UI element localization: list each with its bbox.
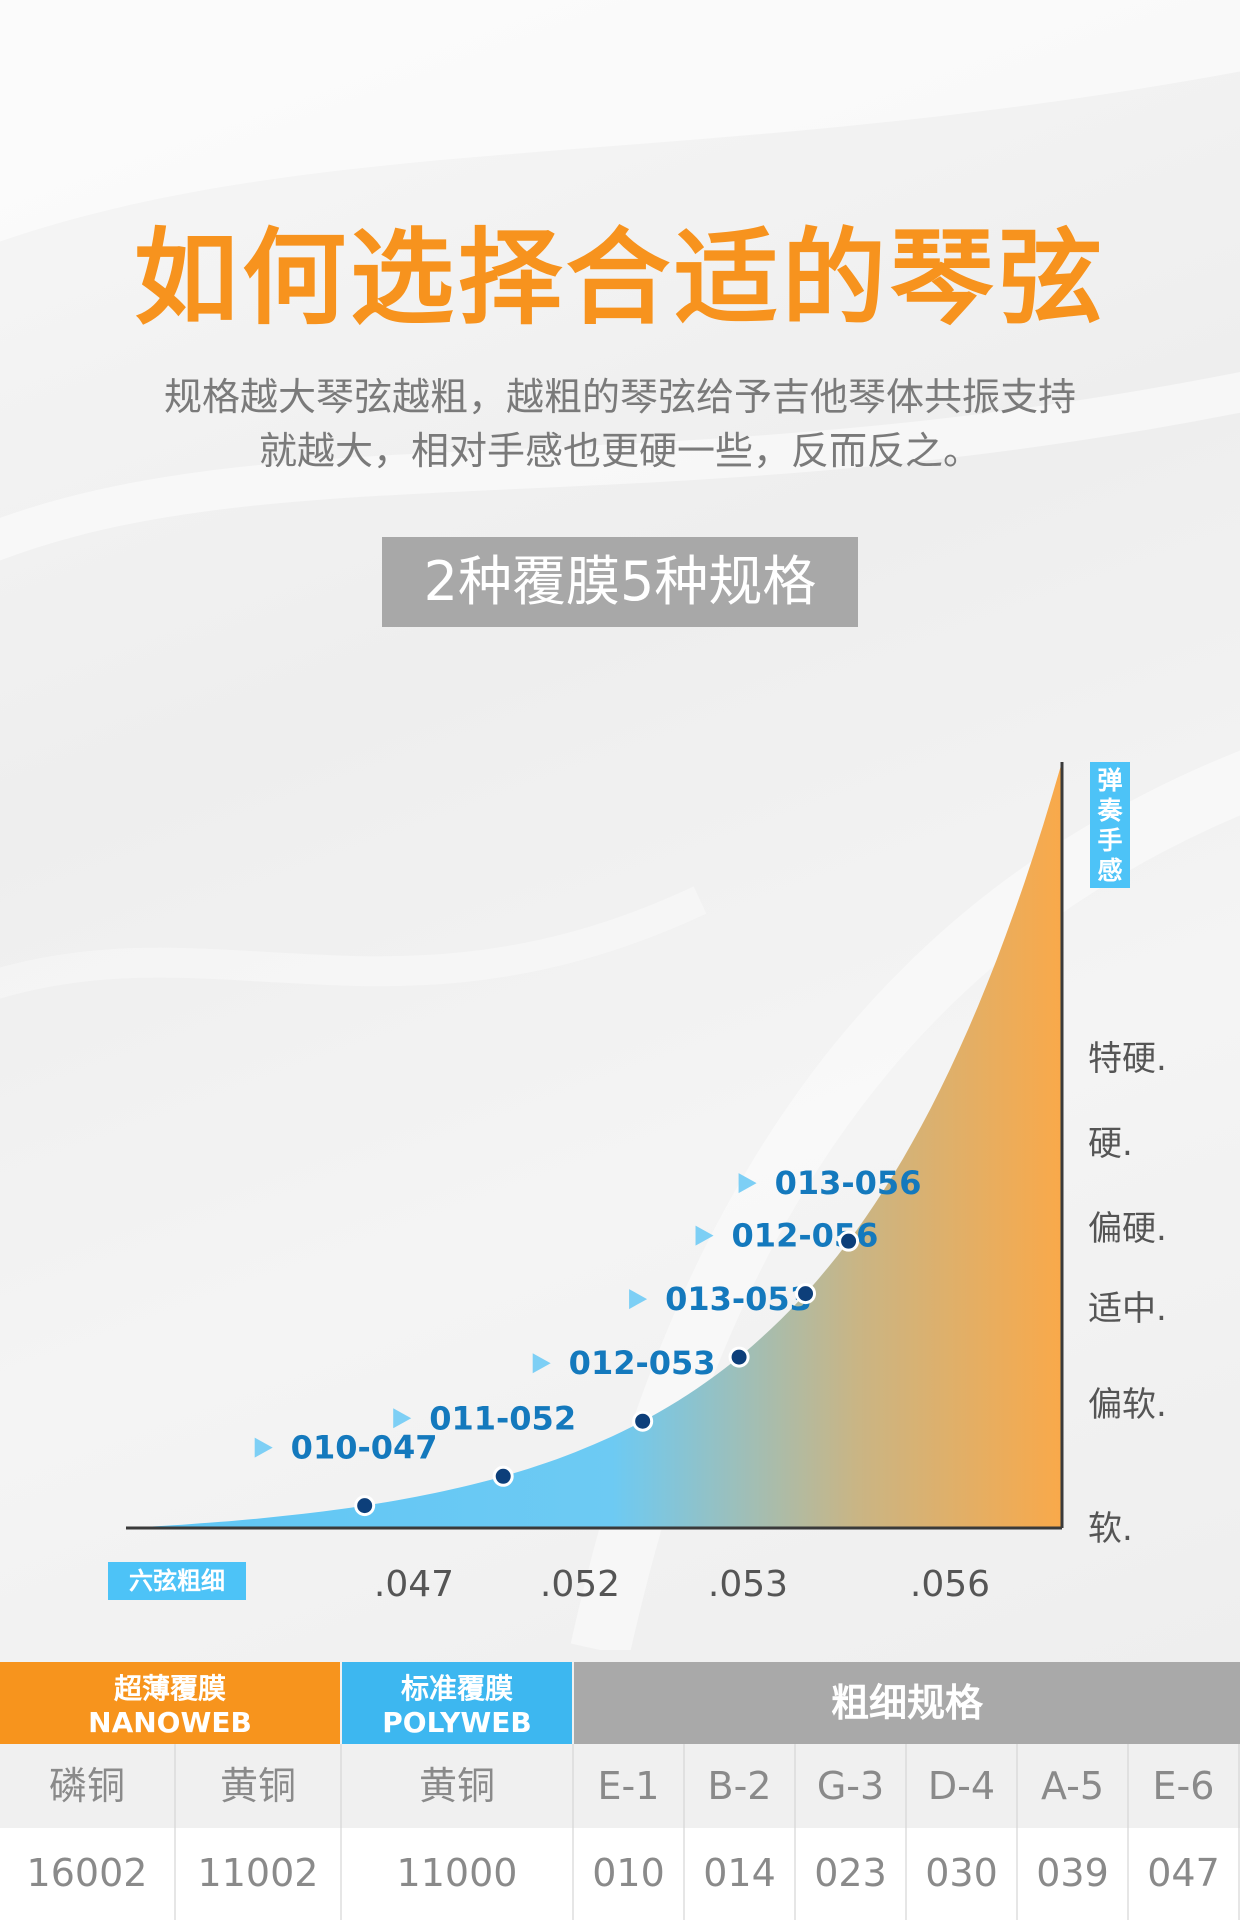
gauge-cell: 039 [1018, 1828, 1129, 1920]
point-label: 010-047 [291, 1429, 438, 1467]
point-label: 013-053 [665, 1280, 812, 1318]
point-arrow-icon [738, 1173, 757, 1194]
description-line-1: 规格越大琴弦越粗，越粗的琴弦给予吉他琴体共振支持 [163, 375, 1076, 419]
y-axis-label-text: 弹奏手感 [1097, 766, 1123, 885]
gauge-cell: 047 [1129, 1828, 1240, 1920]
data-point [632, 1410, 654, 1432]
material-cell: 黄铜 [176, 1744, 342, 1828]
material-cell: 磷铜 [0, 1744, 176, 1828]
string-name-cell: D-4 [907, 1744, 1018, 1828]
gauge-cell: 010 [574, 1828, 685, 1920]
x-axis-label: 六弦粗细 [108, 1562, 246, 1600]
string-name-cell: A-5 [1018, 1744, 1129, 1828]
spec-table: 超薄覆膜 NANOWEB 标准覆膜 POLYWEB 粗细规格 磷铜 黄铜 黄铜 160… [0, 1662, 1240, 1920]
spec-badge: 2种覆膜5种规格 [382, 537, 858, 627]
y-category-label: 偏软. [1088, 1385, 1167, 1425]
data-point [795, 1283, 817, 1305]
data-point [728, 1346, 750, 1368]
code-cell: 16002 [0, 1828, 176, 1920]
point-arrow-icon [254, 1437, 273, 1458]
nanoweb-header-en: NANOWEB [88, 1706, 252, 1739]
data-point [354, 1495, 376, 1517]
point-label: 012-053 [569, 1344, 716, 1382]
page-title: 如何选择合适的琴弦 [133, 217, 1106, 339]
code-cell: 11000 [342, 1828, 574, 1920]
point-label: 011-052 [429, 1399, 576, 1437]
gauge-cell: 023 [796, 1828, 907, 1920]
nanoweb-header: 超薄覆膜 NANOWEB [0, 1662, 340, 1744]
code-cell: 11002 [176, 1828, 342, 1920]
string-name-cell: E-6 [1129, 1744, 1240, 1828]
curve-area [126, 762, 1062, 1528]
chart-svg: 软. 偏软. 适中. 偏硬. 硬. 特硬. .047 .052 .053 .056 010-04… [126, 762, 1167, 1605]
data-point [838, 1230, 860, 1252]
polyweb-header-en: POLYWEB [382, 1706, 532, 1739]
x-tick-label: .053 [708, 1564, 788, 1605]
gauge-cell: 014 [685, 1828, 796, 1920]
polyweb-header: 标准覆膜 POLYWEB [342, 1662, 572, 1744]
point-arrow-icon [695, 1225, 714, 1246]
material-cell: 黄铜 [342, 1744, 574, 1828]
gauge-cell: 030 [907, 1828, 1018, 1920]
y-category-label: 软. [1088, 1509, 1133, 1549]
nanoweb-header-cn: 超薄覆膜 [113, 1672, 226, 1705]
description: 规格越大琴弦越粗，越粗的琴弦给予吉他琴体共振支持 就越大，相对手感也更硬一些，反… [80, 370, 1160, 478]
x-tick-label: .056 [910, 1564, 990, 1605]
point-label: 013-056 [775, 1164, 922, 1202]
spec-header: 粗细规格 [574, 1662, 1240, 1744]
x-tick-label: .047 [374, 1564, 454, 1605]
point-arrow-icon [393, 1408, 412, 1429]
y-category-label: 适中. [1088, 1289, 1167, 1329]
point-arrow-icon [532, 1353, 551, 1374]
feel-chart: 软. 偏软. 适中. 偏硬. 硬. 特硬. .047 .052 .053 .056 010-04… [0, 740, 1240, 1620]
data-point [492, 1465, 514, 1487]
y-axis-label: 弹奏手感 [1090, 762, 1130, 888]
polyweb-header-cn: 标准覆膜 [400, 1672, 513, 1705]
y-category-label: 硬. [1088, 1124, 1133, 1164]
point-arrow-icon [629, 1289, 648, 1310]
string-name-cell: E-1 [574, 1744, 685, 1828]
description-line-2: 就越大，相对手感也更硬一些，反而反之。 [258, 429, 981, 473]
string-name-cell: B-2 [685, 1744, 796, 1828]
y-category-label: 偏硬. [1088, 1209, 1167, 1249]
string-name-cell: G-3 [796, 1744, 907, 1828]
y-category-label: 特硬. [1088, 1039, 1167, 1079]
x-tick-label: .052 [540, 1564, 620, 1605]
